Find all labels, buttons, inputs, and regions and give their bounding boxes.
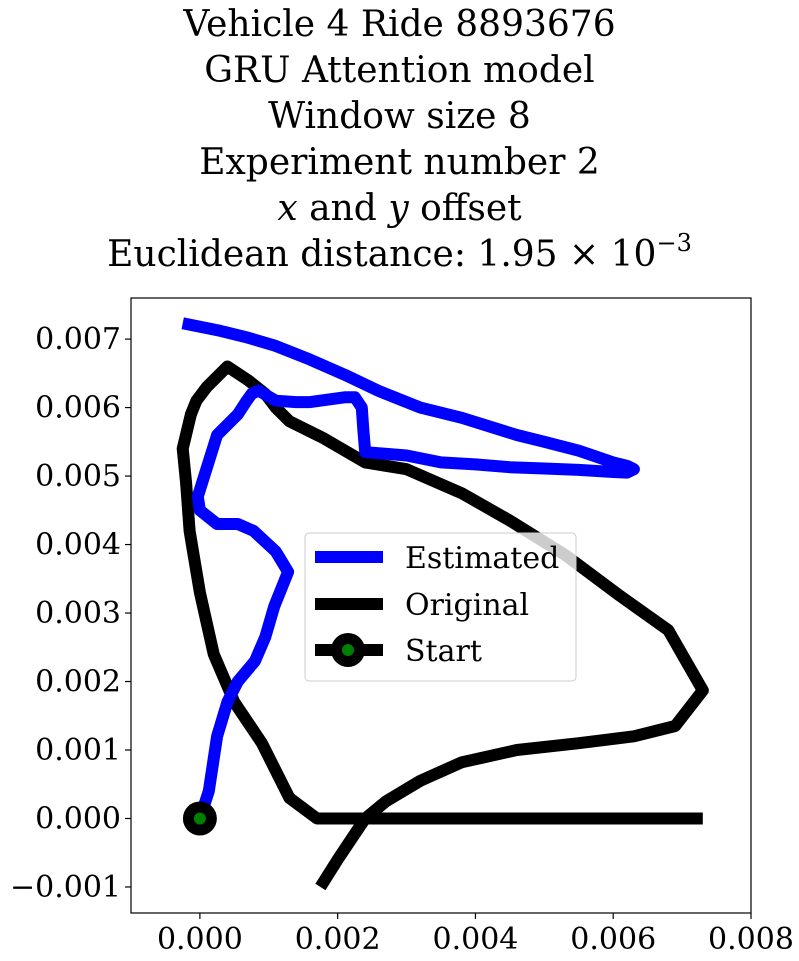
y-tick-label: 0.000: [35, 801, 121, 836]
x-tick-label: 0.000: [157, 922, 243, 957]
title-line-6: Euclidean distance: 1.95 × 10−3: [0, 229, 799, 278]
series-layer: [176, 317, 709, 891]
tick-layer: 0.000 0.002 0.004 0.006 0.008 −0.001 0.000 0.00…: [10, 322, 794, 957]
title-line-4: Experiment number 2: [199, 142, 600, 183]
title-distance-prefix: Euclidean distance: 1.95: [107, 234, 558, 275]
y-tick-label: −0.001: [10, 870, 121, 905]
axes-frame: [130, 297, 752, 914]
y-tick-label: 0.001: [35, 733, 121, 768]
title-and-word: and: [309, 188, 377, 229]
x-tick-label: 0.008: [708, 922, 794, 957]
title-line-3: Window size 8: [268, 96, 531, 137]
y-tick-label: 0.006: [35, 391, 121, 426]
title-power-base: 10: [610, 234, 657, 275]
legend-label-start: Start: [405, 634, 482, 669]
title-times-sign: ×: [569, 234, 600, 275]
x-tick-label: 0.002: [295, 922, 381, 957]
title-offset-word: offset: [420, 188, 522, 229]
title-line-5: x and y offset: [0, 186, 799, 232]
y-tick-label: 0.003: [35, 596, 121, 631]
start-marker-inner: [193, 812, 206, 825]
y-tick-label: 0.005: [35, 459, 121, 494]
chart-title: Vehicle 4 Ride 8893676 GRU Attention mod…: [0, 2, 799, 278]
legend-start-marker-inner: [342, 644, 354, 656]
y-tick-label: 0.004: [35, 528, 121, 563]
legend-label-original: Original: [405, 588, 529, 623]
title-x-symbol: x: [277, 188, 298, 229]
title-y-symbol: y: [388, 188, 409, 229]
title-line-1: Vehicle 4 Ride 8893676: [183, 4, 616, 45]
y-tick-label: 0.002: [35, 665, 121, 700]
series-line-original: [176, 360, 709, 891]
legend-label-estimated: Estimated: [405, 541, 559, 576]
y-tick-label: 0.007: [35, 322, 121, 357]
x-tick-label: 0.006: [570, 922, 656, 957]
series-line-estimated: [181, 317, 640, 821]
title-line-2: GRU Attention model: [204, 50, 595, 91]
title-power-exponent: −3: [656, 229, 692, 257]
x-tick-label: 0.004: [432, 922, 518, 957]
legend: Estimated Original Start: [304, 532, 577, 682]
